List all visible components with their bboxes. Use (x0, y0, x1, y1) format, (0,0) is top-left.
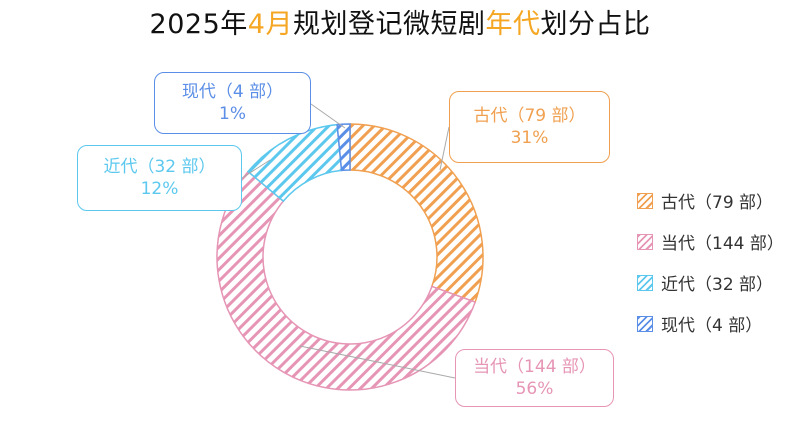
callout-percent-current: 1% (219, 104, 246, 124)
legend-swatch-contemporary (637, 233, 653, 250)
callout-percent-contemporary: 56% (515, 379, 554, 399)
legend-item-modern: 近代（32 部） (637, 272, 784, 295)
legend: 古代（79 部） 当代（144 部） 近代（32 部） 现代（4 部） (637, 190, 784, 354)
legend-label-current: 现代（4 部） (661, 316, 763, 336)
callout-name-contemporary: 当代（144 部） (473, 357, 596, 377)
callout-current: 现代（4 部） 1% (154, 72, 311, 134)
callout-percent-modern: 12% (140, 179, 179, 199)
title-part-month: 4月 (247, 9, 293, 40)
legend-label-modern: 近代（32 部） (661, 275, 774, 295)
legend-item-contemporary: 当代（144 部） (637, 231, 784, 254)
callout-ancient: 古代（79 部） 31% (449, 91, 610, 163)
title-part-main: 规划登记微短剧 (292, 9, 486, 40)
legend-swatch-current (637, 315, 653, 332)
callout-name-modern: 近代（32 部） (103, 157, 216, 177)
callout-percent-ancient: 31% (510, 128, 549, 148)
callout-name-ancient: 古代（79 部） (473, 106, 586, 126)
slice-current (336, 123, 351, 172)
callout-modern: 近代（32 部） 12% (77, 145, 242, 211)
title-part-year: 2025年 (149, 9, 248, 40)
legend-swatch-modern (637, 274, 653, 291)
leader-line-contemporary (299, 345, 456, 379)
callout-name-current: 现代（4 部） (181, 82, 284, 102)
slice-ancient (349, 123, 484, 304)
legend-item-current: 现代（4 部） (637, 313, 784, 336)
leader-line-current (310, 103, 346, 129)
leader-line-ancient (439, 126, 450, 171)
leader-line-modern (241, 159, 271, 179)
chart-title: 2025年4月规划登记微短剧年代划分占比 (0, 2, 800, 41)
legend-label-contemporary: 当代（144 部） (661, 234, 784, 254)
legend-item-ancient: 古代（79 部） (637, 190, 784, 213)
title-part-tail: 划分占比 (540, 9, 651, 40)
title-part-era: 年代 (485, 9, 541, 40)
callout-contemporary: 当代（144 部） 56% (455, 349, 614, 407)
legend-label-ancient: 古代（79 部） (661, 193, 774, 213)
legend-swatch-ancient (637, 192, 653, 209)
